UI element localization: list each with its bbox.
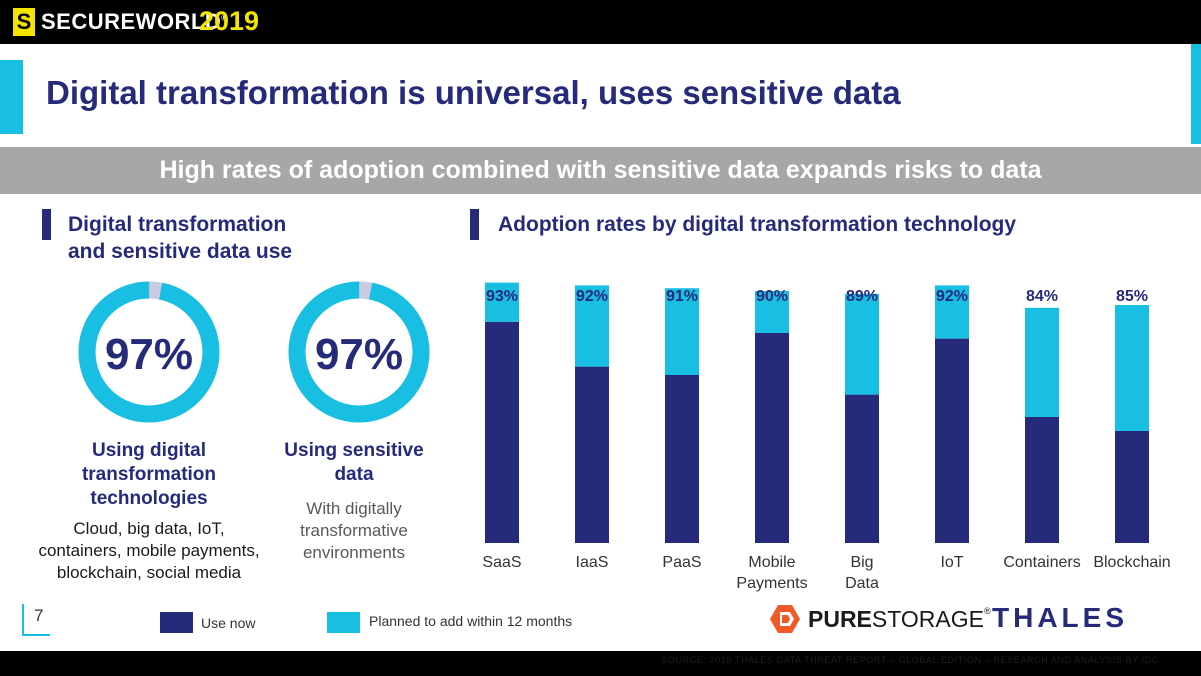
ring-percent-label: 97% (315, 330, 403, 379)
bar-total-label: 84% (1026, 288, 1058, 305)
bar-use-now-5 (935, 338, 969, 543)
bar-planned-6 (1025, 307, 1059, 417)
category-label: Blockchain (1093, 554, 1170, 571)
right-accent-bar (1191, 44, 1201, 144)
top-bar: S SECUREWORLD® 2019 (0, 0, 1201, 44)
slide-title: Digital transformation is universal, use… (46, 74, 901, 111)
category-label: Containers (1003, 554, 1080, 571)
bar-planned-1 (575, 285, 609, 367)
ring-label-line: technologies (90, 488, 208, 509)
event-year: 2019 (199, 6, 260, 36)
ring-label-line: transformation (81, 464, 217, 485)
right-section-marker (470, 209, 479, 240)
category-label: IaaS (576, 554, 609, 571)
bar-total-label: 90% (756, 288, 788, 305)
ring-desc-digital-transformation: Cloud, big data, IoT, containers, mobile… (14, 518, 284, 584)
pure-storage-logo: PURESTORAGE® (808, 606, 991, 632)
legend-swatch-planned (327, 612, 360, 633)
legend-label-planned: Planned to add within 12 months (369, 613, 573, 629)
bar-use-now-4 (845, 394, 879, 543)
bar-use-now-3 (755, 333, 789, 543)
ring-label-sensitive-data: Using sensitive data (269, 439, 439, 487)
adoption-bar-chart: 93% SaaS 92% IaaS 91% PaaS 90% Mobile Payments 89… (482, 282, 1171, 592)
bar-planned-4 (845, 293, 879, 395)
ring-desc-line: Cloud, big data, IoT, (73, 519, 225, 538)
bar-total-label: 91% (666, 288, 698, 305)
bar-planned-0 (485, 282, 519, 322)
ring-chart-sensitive-data: 97% (288, 281, 430, 423)
ring-value-arc (288, 281, 430, 423)
bar-planned-3 (755, 291, 789, 333)
title-accent-bar (0, 60, 23, 134)
thales-logo: THALES (992, 602, 1128, 633)
subtitle-banner: High rates of adoption combined with sen… (0, 147, 1201, 194)
ring-desc-line: With digitally (306, 499, 402, 518)
ring-percent-label: 97% (105, 330, 193, 379)
ring-desc-line: blockchain, social media (56, 563, 242, 582)
bar-total-label: 89% (846, 288, 878, 305)
bar-use-now-1 (575, 366, 609, 543)
secureworld-brand: SECUREWORLD® (41, 9, 228, 34)
ring-desc-line: transformative (300, 521, 408, 540)
ring-desc-line: containers, mobile payments, (38, 541, 260, 560)
bar-total-label: 92% (936, 288, 968, 305)
bar-use-now-2 (665, 375, 699, 543)
left-section-marker (42, 209, 51, 240)
category-label: Big Data (845, 554, 879, 592)
category-label: IoT (940, 554, 963, 571)
left-title-line-1: Digital transformation (68, 213, 287, 236)
left-title-line-2: and sensitive data use (68, 240, 293, 263)
page-number: 7 (34, 606, 44, 625)
bar-use-now-0 (485, 321, 519, 543)
category-label: SaaS (482, 554, 521, 571)
ring-value-arc (78, 281, 220, 423)
ring-label-line: data (334, 464, 374, 485)
source-note: SOURCE: 2019 THALES DATA THREAT REPORT –… (661, 655, 1159, 665)
bar-total-label: 85% (1116, 288, 1148, 305)
ring-label-line: Using sensitive (284, 440, 424, 461)
ring-label-digital-transformation: Using digital transformation technologie… (59, 439, 239, 511)
ring-label-line: Using digital (92, 440, 206, 461)
page-number-box: 7 (22, 604, 50, 636)
category-label: PaaS (662, 554, 701, 571)
bar-total-label: 93% (486, 288, 518, 305)
ring-desc-sensitive-data: With digitally transformative environmen… (269, 498, 439, 564)
left-section-title: Digital transformation and sensitive dat… (68, 211, 292, 265)
bottom-bar (0, 651, 1201, 676)
category-label: Mobile Payments (736, 554, 807, 592)
bar-use-now-6 (1025, 417, 1059, 543)
secureworld-logo-mark: S (13, 8, 35, 36)
bar-planned-5 (935, 285, 969, 339)
bar-use-now-7 (1115, 431, 1149, 543)
banner-text: High rates of adoption combined with sen… (159, 156, 1042, 184)
bar-planned-2 (665, 288, 699, 375)
chart-title: Adoption rates by digital transformation… (498, 213, 1017, 236)
pure-storage-logo-icon (770, 605, 800, 633)
ring-desc-line: environments (302, 543, 406, 562)
legend-label-use-now: Use now (201, 615, 256, 631)
legend-swatch-use-now (160, 612, 193, 633)
ring-chart-digital-transformation: 97% (78, 281, 220, 423)
bar-planned-7 (1115, 305, 1149, 431)
bar-total-label: 92% (576, 288, 608, 305)
